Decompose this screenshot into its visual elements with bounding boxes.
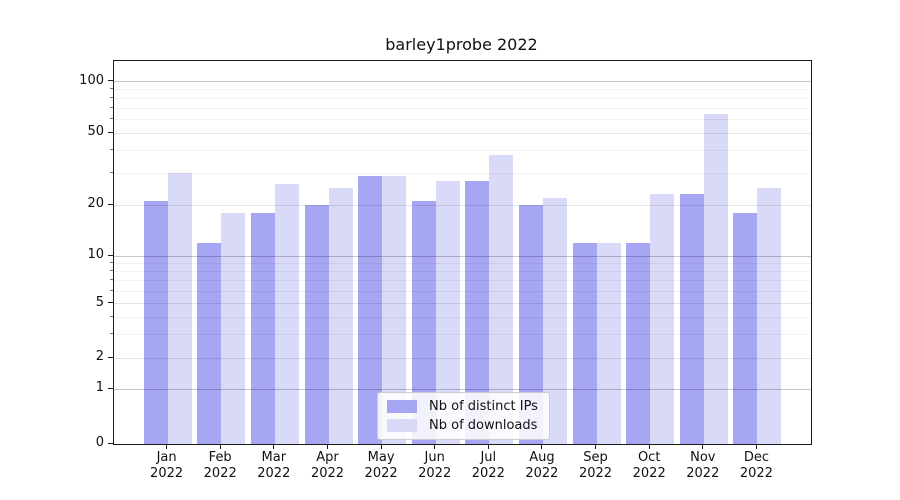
bar-distinct-ips-jan	[143, 201, 168, 444]
y-minor-tick-80	[110, 96, 113, 98]
y-minor-tick-40	[110, 149, 113, 150]
chart-title: barley1probe 2022	[385, 35, 538, 54]
bars-layer	[114, 61, 811, 444]
y-tick-label-20: 20	[87, 196, 104, 211]
x-tick-dec	[755, 444, 757, 449]
y-minor-tick-8	[110, 269, 113, 271]
y-minor-tick-9	[110, 261, 113, 263]
y-tick-100	[108, 80, 113, 82]
y-tick-2	[108, 356, 113, 358]
x-tick-nov	[702, 444, 704, 449]
x-tick-apr	[327, 444, 328, 449]
bar-downloads-mar	[274, 184, 299, 444]
x-tick-label-jul: Jul 2022	[471, 450, 505, 481]
y-tick-20	[108, 203, 113, 205]
y-tick-label-50: 50	[87, 124, 104, 139]
x-tick-aug	[541, 444, 543, 449]
x-tick-label-apr: Apr 2022	[310, 450, 345, 481]
bar-downloads-dec	[757, 187, 782, 444]
bar-distinct-ips-nov	[679, 194, 704, 444]
x-tick-label-oct: Oct 2022	[632, 450, 666, 481]
x-tick-label-dec: Dec 2022	[739, 450, 773, 481]
y-tick-label-1: 1	[95, 380, 104, 395]
y-minor-tick-70	[110, 106, 113, 108]
bar-distinct-ips-feb	[197, 242, 222, 444]
legend-label-downloads: Nb of downloads	[429, 418, 538, 433]
x-tick-mar	[273, 444, 275, 449]
x-tick-label-nov: Nov 2022	[686, 450, 720, 481]
bar-downloads-feb	[221, 212, 246, 444]
x-tick-sep	[595, 444, 596, 449]
y-tick-10	[108, 254, 113, 256]
y-minor-tick-4	[110, 315, 113, 317]
x-tick-oct	[648, 444, 650, 449]
x-tick-label-aug: Aug 2022	[525, 450, 559, 481]
y-tick-0	[108, 442, 113, 444]
legend-swatch-distinct-ips	[387, 400, 417, 413]
y-tick-label-0: 0	[95, 435, 104, 450]
x-tick-jun	[434, 444, 436, 449]
y-tick-label-5: 5	[95, 294, 104, 310]
y-tick-label-10: 10	[87, 247, 104, 262]
x-tick-jan	[166, 444, 168, 449]
x-tick-jul	[487, 444, 489, 449]
x-tick-label-mar: Mar 2022	[257, 450, 291, 481]
x-tick-feb	[219, 444, 221, 449]
bar-distinct-ips-oct	[626, 242, 651, 444]
bar-distinct-ips-dec	[733, 212, 758, 444]
y-tick-1	[108, 387, 113, 389]
bar-distinct-ips-sep	[572, 242, 597, 444]
y-minor-tick-6	[110, 289, 113, 291]
y-tick-5	[108, 302, 113, 304]
bar-downloads-oct	[650, 194, 675, 444]
bar-downloads-apr	[328, 187, 353, 444]
x-tick-label-feb: Feb 2022	[203, 450, 237, 481]
x-tick-may	[380, 444, 382, 449]
bar-downloads-sep	[596, 242, 621, 444]
y-minor-tick-3	[110, 332, 113, 334]
y-minor-tick-30	[110, 171, 113, 173]
bar-distinct-ips-apr	[304, 205, 329, 444]
x-tick-label-may: May 2022	[364, 450, 398, 481]
y-minor-tick-90	[110, 88, 113, 89]
bar-downloads-jan	[167, 173, 192, 444]
y-tick-50	[108, 131, 113, 133]
legend-item-downloads: Nb of downloads	[387, 418, 538, 433]
y-tick-label-100: 100	[79, 72, 104, 88]
plot-area: Nb of distinct IPs Nb of downloads	[113, 60, 812, 445]
legend-item-distinct-ips: Nb of distinct IPs	[387, 399, 538, 414]
legend-swatch-downloads	[387, 419, 417, 432]
y-minor-tick-7	[110, 279, 113, 280]
bar-distinct-ips-mar	[250, 212, 275, 444]
x-tick-label-sep: Sep 2022	[578, 450, 613, 481]
x-tick-label-jan: Jan 2022	[150, 450, 184, 481]
bar-downloads-nov	[703, 113, 728, 444]
y-minor-tick-60	[110, 118, 113, 119]
y-tick-label-2: 2	[95, 349, 104, 365]
legend-label-distinct-ips: Nb of distinct IPs	[429, 399, 538, 414]
legend: Nb of distinct IPs Nb of downloads	[377, 392, 550, 440]
x-tick-label-jun: Jun 2022	[418, 450, 452, 481]
